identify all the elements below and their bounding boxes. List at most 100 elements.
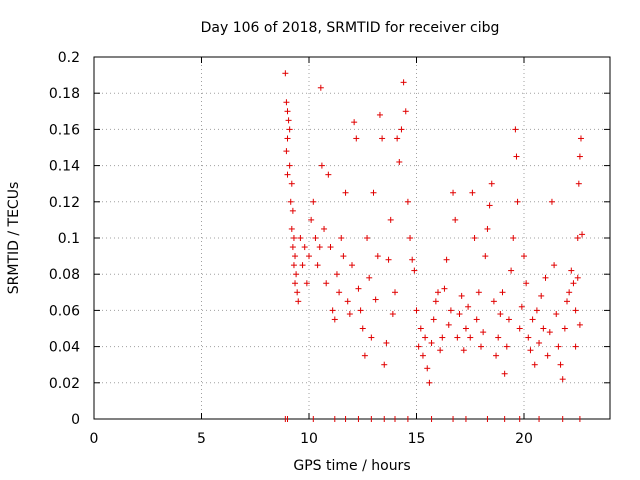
x-tick-label: 15 [408, 431, 426, 447]
data-point [490, 298, 497, 305]
data-point [292, 280, 299, 287]
data-point [533, 307, 540, 314]
data-point [544, 352, 551, 359]
data-point [359, 325, 366, 332]
data-point [497, 311, 504, 318]
data-point [564, 298, 570, 305]
data-point [508, 267, 515, 274]
data-point [443, 256, 450, 263]
data-point [576, 321, 583, 328]
data-point [396, 158, 403, 165]
data-point [288, 180, 295, 187]
y-tick-label: 0.1 [58, 231, 80, 247]
data-point [419, 352, 426, 359]
data-point [471, 235, 478, 241]
data-point [439, 334, 446, 341]
axis-tick-labels: 0 0.02 0.04 0.06 0.08 0.1 0.12 0.14 0.16 0.18 0.2 0… [49, 50, 533, 447]
data-point [283, 148, 290, 155]
data-point [292, 253, 299, 260]
data-point [321, 225, 328, 232]
chart-title: Day 106 of 2018, SRMTID for receiver cib… [201, 20, 500, 36]
data-point [473, 316, 480, 323]
data-point [521, 253, 527, 260]
data-point [342, 189, 349, 196]
data-point [462, 325, 469, 332]
data-point [323, 280, 330, 287]
data-point [351, 119, 358, 126]
data-point [286, 162, 293, 169]
data-point [538, 292, 545, 299]
data-point [574, 274, 581, 281]
data-point [297, 235, 304, 241]
y-tick-label: 0 [71, 412, 80, 428]
data-point [437, 347, 444, 354]
data-point [357, 307, 364, 314]
data-points [282, 70, 586, 386]
data-point [475, 289, 482, 296]
data-point [575, 180, 582, 187]
data-point [284, 108, 291, 115]
data-point [340, 253, 347, 260]
data-point [559, 376, 566, 383]
data-point [349, 262, 355, 269]
y-tick-label: 0.06 [49, 303, 80, 319]
data-point [385, 256, 392, 263]
data-point [505, 316, 512, 323]
data-point [383, 339, 390, 346]
data-point [458, 292, 465, 299]
x-tick-label: 5 [197, 431, 206, 447]
data-point [467, 334, 474, 341]
x-tick-label: 20 [515, 431, 533, 447]
data-point [428, 339, 435, 346]
y-tick-label: 0.12 [49, 195, 80, 211]
data-point [308, 216, 315, 223]
data-point [553, 311, 560, 318]
y-tick-label: 0.16 [49, 122, 80, 138]
data-point [422, 334, 429, 341]
data-point [441, 285, 448, 292]
data-point [542, 274, 549, 281]
data-point [299, 262, 306, 269]
data-point [325, 171, 332, 178]
data-point [413, 307, 420, 314]
y-tick-label: 0.18 [49, 86, 80, 102]
data-point [387, 216, 394, 223]
data-point [555, 343, 562, 350]
data-point [516, 325, 523, 332]
data-point [295, 298, 302, 305]
data-point [456, 311, 463, 318]
data-point [454, 334, 461, 341]
data-point [452, 216, 459, 223]
data-point [392, 289, 398, 296]
y-tick-label: 0.04 [49, 340, 80, 356]
data-point [495, 334, 502, 341]
data-point [570, 280, 577, 287]
data-point [366, 274, 373, 281]
data-point [480, 329, 487, 336]
data-point [409, 256, 416, 263]
data-point [488, 180, 495, 187]
data-point [484, 225, 491, 232]
data-point [314, 262, 321, 269]
data-point [331, 316, 338, 323]
data-point [293, 271, 300, 278]
data-point [372, 296, 379, 303]
axis-ticks [93, 56, 610, 420]
data-point [411, 267, 418, 274]
data-point [376, 111, 383, 118]
data-point [284, 171, 291, 178]
data-point [432, 298, 439, 305]
data-point [557, 361, 564, 368]
data-point [333, 271, 340, 278]
data-point [346, 311, 353, 318]
data-point [540, 325, 547, 332]
data-point [527, 347, 534, 354]
data-point [478, 343, 484, 350]
data-point [389, 311, 396, 318]
data-point [415, 343, 422, 350]
data-point [283, 99, 290, 106]
data-point [503, 343, 510, 350]
data-point [460, 347, 467, 354]
data-point [316, 244, 323, 251]
data-point [287, 198, 294, 205]
